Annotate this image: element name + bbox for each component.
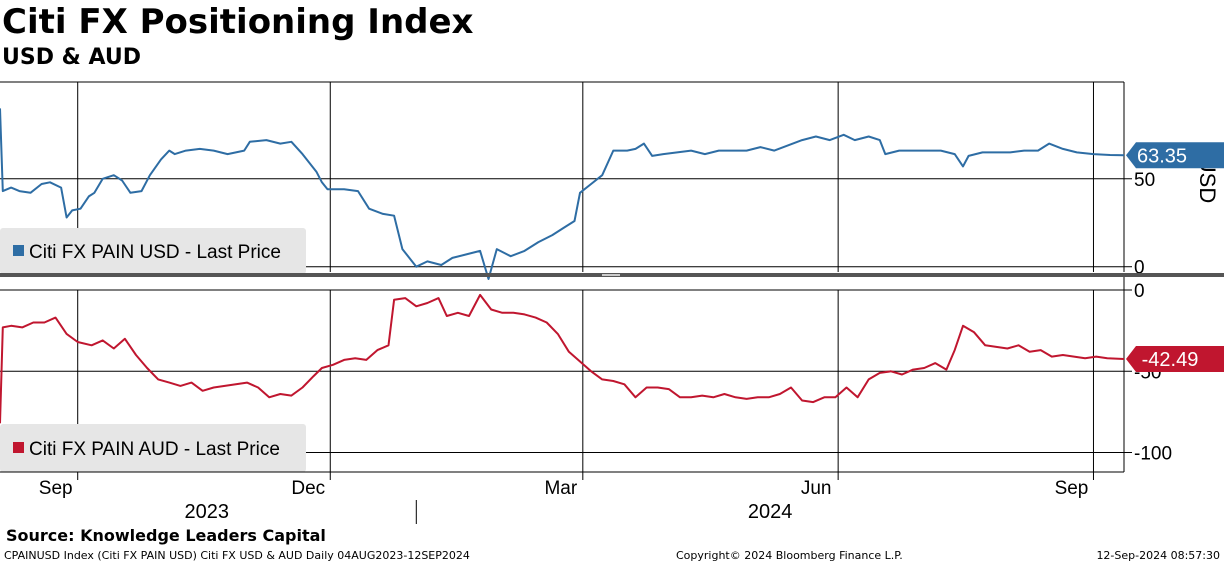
panel-splitter-handle[interactable]: [602, 274, 620, 276]
usd-y-ticks: 0 50: [1124, 170, 1155, 279]
aud-legend-label: Citi FX PAIN AUD - Last Price: [29, 439, 280, 460]
x-tick-label: Dec: [291, 478, 325, 499]
aud-last-value-tag-background: [1126, 346, 1224, 373]
aud-legend: Citi FX PAIN AUD - Last Price: [0, 424, 306, 472]
aud-tick-label: -100: [1134, 444, 1172, 465]
usd-tick-label: 0: [1134, 258, 1145, 279]
usd-gridlines: [0, 82, 1124, 272]
aud-tick-label: 0: [1134, 281, 1145, 302]
aud-last-value-label: -42.49: [1142, 349, 1199, 371]
footer-index-info: CPAINUSD Index (Citi FX PAIN USD) Citi F…: [4, 549, 470, 562]
usd-last-value-tag: 63.35: [1126, 142, 1224, 169]
x-year-label: 2024: [748, 501, 793, 523]
chart-subtitle: USD & AUD: [2, 45, 141, 70]
aud-last-value-tag: -42.49: [1126, 346, 1224, 373]
source-note: Source: Knowledge Leaders Capital: [6, 526, 326, 545]
usd-series-line: [0, 108, 1125, 280]
chart-title: Citi FX Positioning Index: [2, 2, 474, 42]
x-axis-ticks: Sep Dec Mar Jun Sep: [39, 472, 1094, 499]
x-tick-label: Jun: [801, 478, 832, 499]
aud-legend-background: [0, 424, 306, 472]
usd-legend-background: [0, 228, 306, 274]
usd-legend: Citi FX PAIN USD - Last Price: [0, 228, 306, 274]
aud-legend-swatch: [13, 442, 24, 453]
usd-panel: 050 USD 63.35 Citi FX PAIN USD - Last Pr…: [0, 81, 1224, 280]
usd-legend-swatch: [13, 245, 24, 256]
usd-last-value-label: 63.35: [1137, 145, 1187, 167]
x-axis: Sep Dec Mar Jun Sep 2023 2024: [0, 471, 1124, 524]
aud-gridlines: [0, 289, 1124, 472]
x-year-label: 2023: [185, 501, 230, 523]
x-axis-years: 2023 2024: [185, 500, 793, 524]
aud-series-line: [0, 293, 1125, 424]
x-tick-label: Sep: [1055, 478, 1089, 499]
x-tick-label: Mar: [544, 478, 577, 499]
usd-legend-label: Citi FX PAIN USD - Last Price: [29, 242, 281, 263]
footer-copyright: Copyright© 2024 Bloomberg Finance L.P.: [676, 549, 903, 562]
aud-panel: 0-50-100 -42.49 Citi FX PAIN AUD - Last …: [0, 277, 1224, 472]
aud-y-ticks: 0-50-100: [1124, 281, 1172, 465]
usd-last-value-tag-background: [1126, 142, 1224, 169]
usd-tick-label: 50: [1134, 170, 1155, 191]
x-tick-label: Sep: [39, 478, 73, 499]
footer-timestamp: 12-Sep-2024 08:57:30: [1096, 549, 1220, 562]
